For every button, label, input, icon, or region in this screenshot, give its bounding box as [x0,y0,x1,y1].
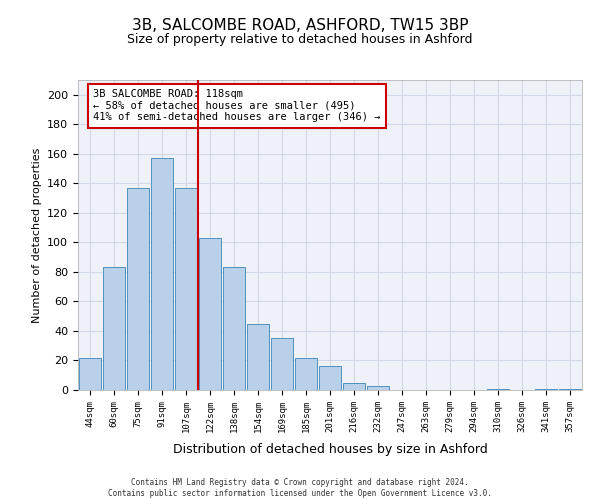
Bar [319,366,341,390]
Bar [223,268,245,390]
Bar [199,238,221,390]
Bar [295,358,317,390]
Bar [367,386,389,390]
Text: Size of property relative to detached houses in Ashford: Size of property relative to detached ho… [127,32,473,46]
Bar [247,324,269,390]
Bar [127,188,149,390]
Bar [559,388,581,390]
Y-axis label: Number of detached properties: Number of detached properties [32,148,41,322]
Text: 3B, SALCOMBE ROAD, ASHFORD, TW15 3BP: 3B, SALCOMBE ROAD, ASHFORD, TW15 3BP [132,18,468,32]
Bar [79,358,101,390]
Bar [271,338,293,390]
Bar [103,268,125,390]
Bar [535,388,557,390]
Text: 3B SALCOMBE ROAD: 118sqm
← 58% of detached houses are smaller (495)
41% of semi-: 3B SALCOMBE ROAD: 118sqm ← 58% of detach… [93,90,380,122]
Bar [151,158,173,390]
Bar [487,388,509,390]
Bar [175,188,197,390]
Bar [343,382,365,390]
Text: Contains HM Land Registry data © Crown copyright and database right 2024.
Contai: Contains HM Land Registry data © Crown c… [108,478,492,498]
X-axis label: Distribution of detached houses by size in Ashford: Distribution of detached houses by size … [173,443,487,456]
